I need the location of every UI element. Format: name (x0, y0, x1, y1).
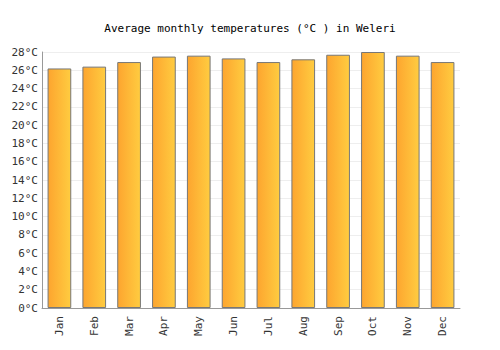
svg-text:20°C: 20°C (12, 119, 39, 132)
svg-text:Dec: Dec (436, 316, 449, 336)
svg-text:Jul: Jul (262, 316, 275, 336)
svg-text:Nov: Nov (401, 316, 414, 336)
svg-text:28°C: 28°C (12, 46, 39, 59)
svg-text:Jun: Jun (227, 316, 240, 336)
svg-text:Average monthly temperatures (: Average monthly temperatures (°C ) in We… (104, 22, 395, 35)
svg-text:8°C: 8°C (18, 228, 38, 241)
svg-text:May: May (192, 316, 205, 336)
svg-text:14°C: 14°C (12, 174, 39, 187)
svg-text:4°C: 4°C (18, 265, 38, 278)
svg-text:Jan: Jan (53, 316, 66, 336)
svg-text:Feb: Feb (88, 316, 101, 336)
svg-text:Apr: Apr (157, 316, 170, 336)
svg-text:10°C: 10°C (12, 210, 39, 223)
svg-text:Mar: Mar (123, 316, 136, 336)
svg-text:22°C: 22°C (12, 100, 39, 113)
svg-text:Aug: Aug (297, 316, 310, 336)
svg-text:24°C: 24°C (12, 82, 39, 95)
svg-text:Sep: Sep (332, 316, 345, 336)
svg-text:6°C: 6°C (18, 247, 38, 260)
svg-text:12°C: 12°C (12, 192, 39, 205)
svg-text:26°C: 26°C (12, 64, 39, 77)
svg-text:18°C: 18°C (12, 137, 39, 150)
svg-text:2°C: 2°C (18, 283, 38, 296)
svg-text:Oct: Oct (366, 316, 379, 336)
svg-text:16°C: 16°C (12, 155, 39, 168)
svg-text:0°C: 0°C (18, 302, 38, 315)
